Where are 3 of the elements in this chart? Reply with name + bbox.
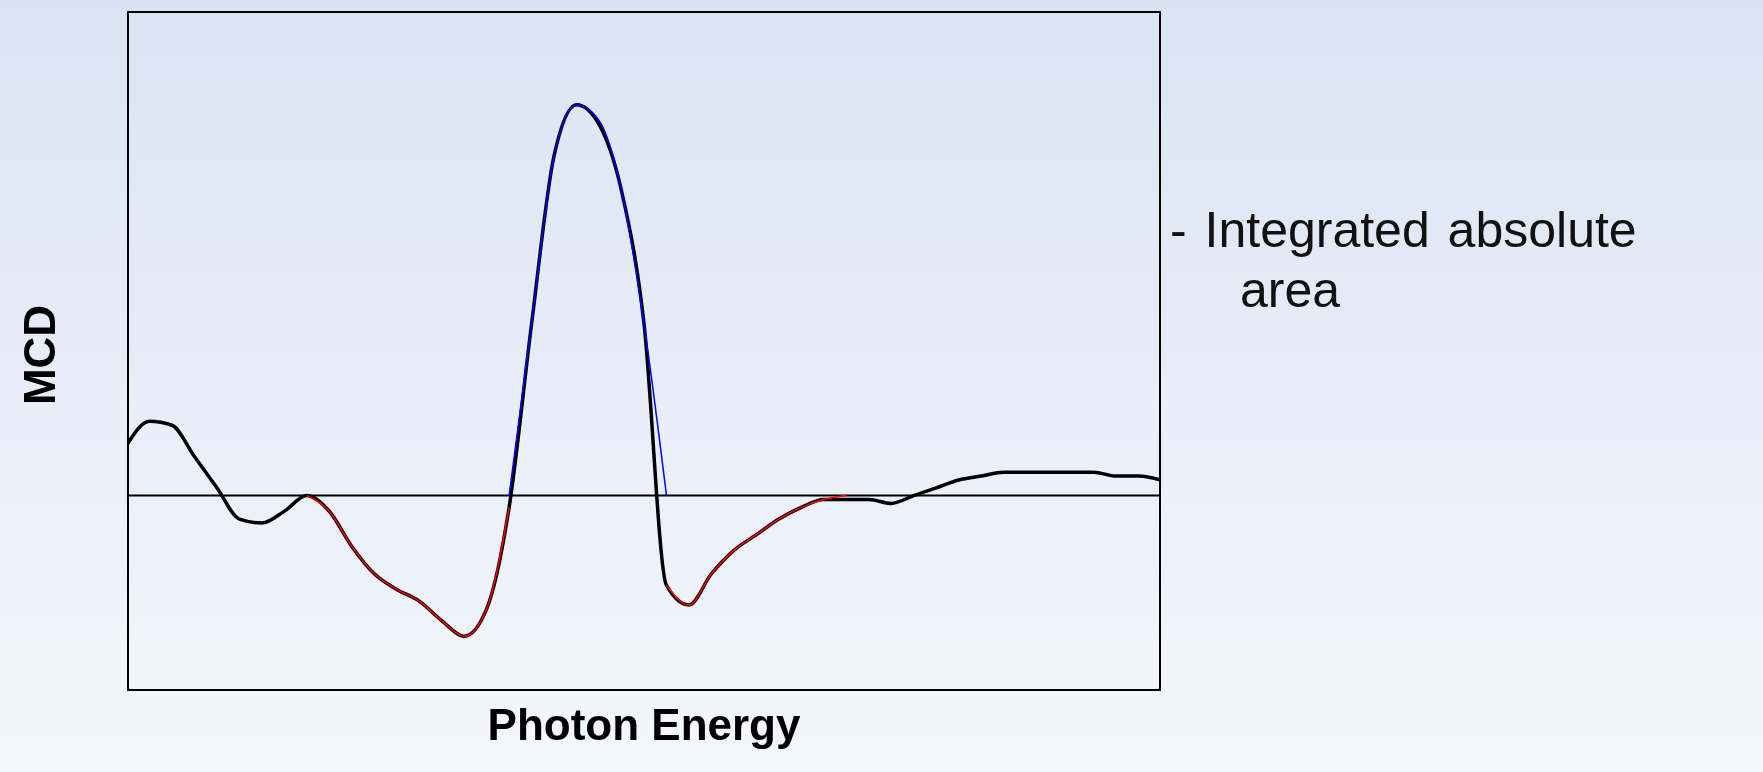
x-axis-title: Photon Energy [486,700,802,750]
text: - Integrated absolute area [1170,201,1638,320]
y-axis-title: MCD [15,303,65,408]
